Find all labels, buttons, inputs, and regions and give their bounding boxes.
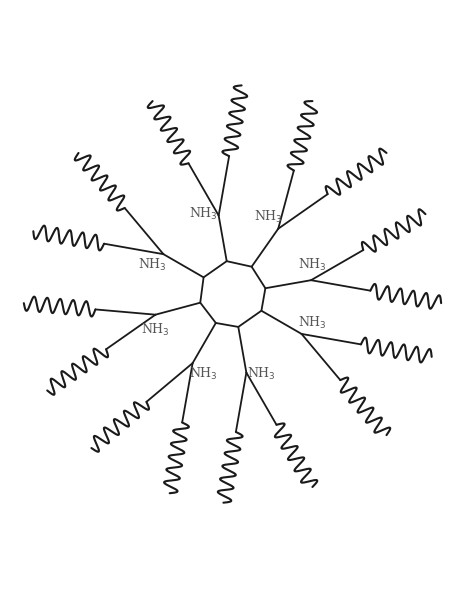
Text: NH$_3$: NH$_3$	[189, 365, 218, 382]
Text: NH$_3$: NH$_3$	[298, 315, 326, 331]
Text: NH$_3$: NH$_3$	[247, 365, 276, 382]
Text: NH$_3$: NH$_3$	[189, 206, 218, 223]
Text: NH$_3$: NH$_3$	[141, 322, 170, 338]
Text: NH$_3$: NH$_3$	[298, 257, 326, 273]
Text: NH$_3$: NH$_3$	[139, 257, 167, 273]
Text: NH$_3$: NH$_3$	[254, 209, 283, 225]
